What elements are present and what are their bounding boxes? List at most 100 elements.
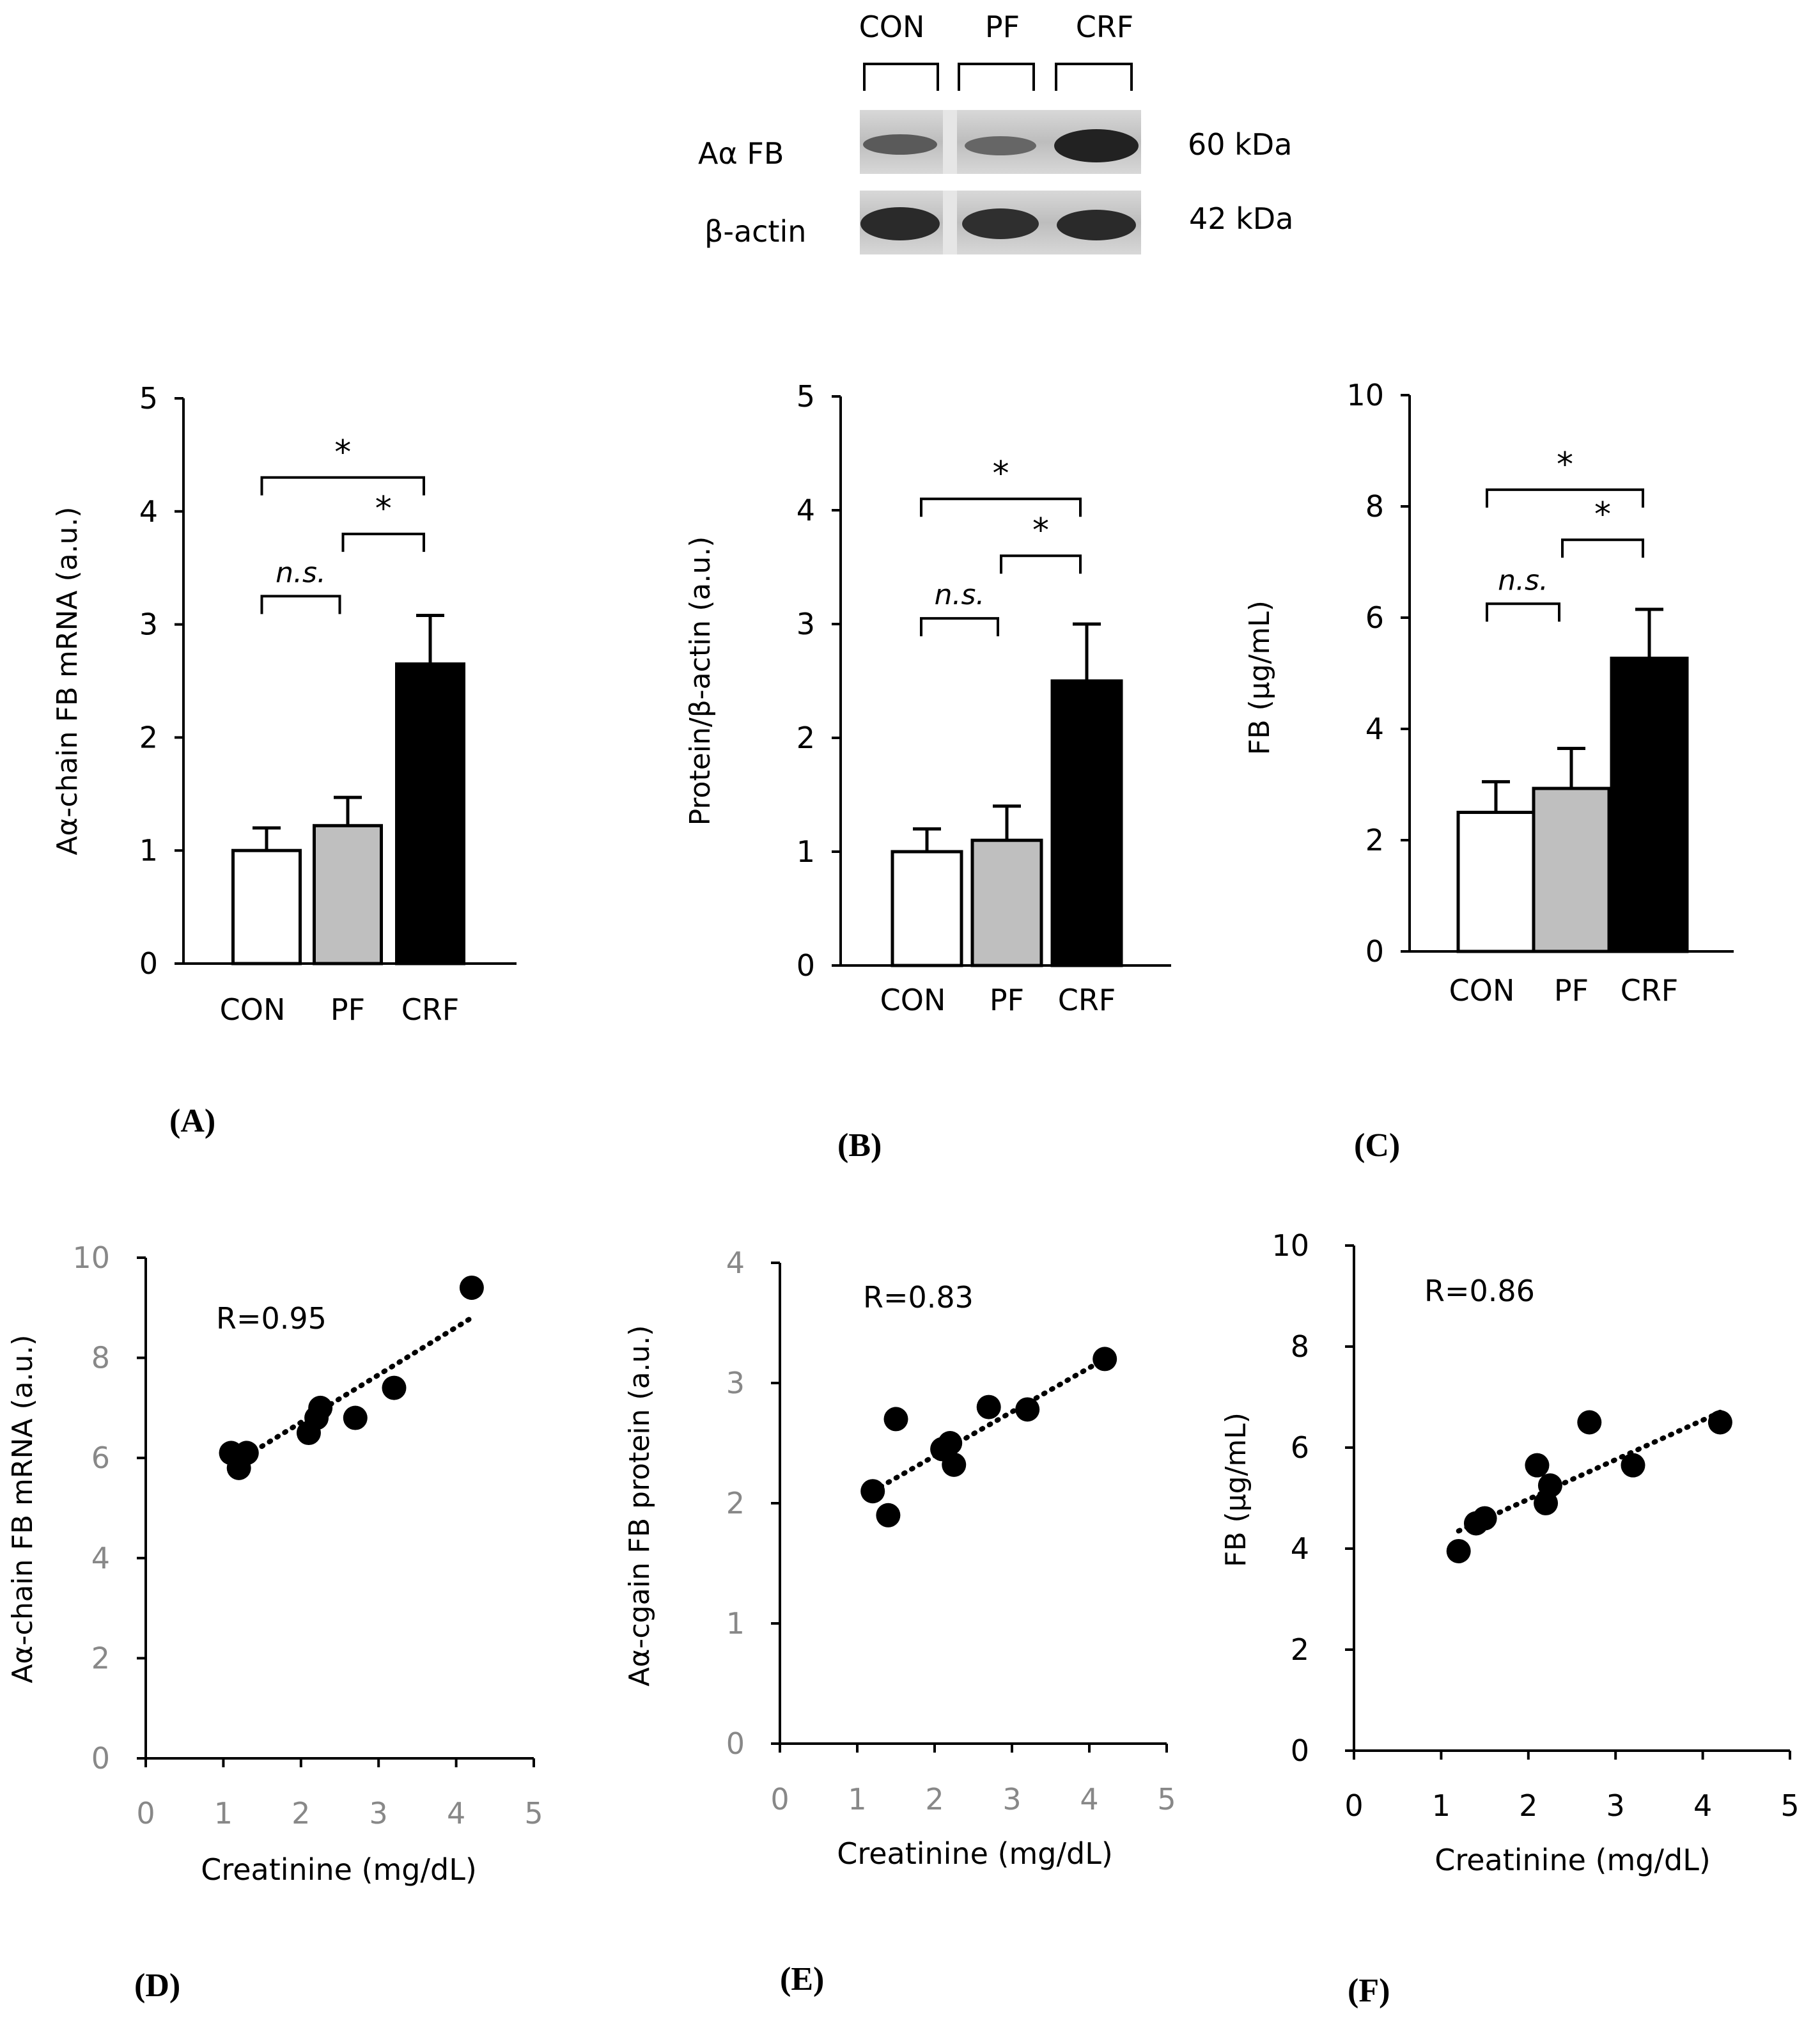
blot-band-fb-crf (1054, 129, 1139, 162)
y-tick-label: 0 (1291, 1733, 1309, 1768)
blot-row-label-fb: Aα FB (698, 136, 784, 171)
correlation-label: R=0.86 (1424, 1274, 1535, 1308)
data-point (1707, 1410, 1732, 1435)
x-tick-label: 2 (925, 1782, 944, 1817)
x-axis-label: Creatinine (mg/dL) (837, 1836, 1113, 1871)
blot-gap (943, 191, 957, 254)
panel-b: 0 1 2 3 4 5 Protein/β-actin (a.u.) CON PF CRF n.s.… (684, 379, 1171, 1164)
y-tick-label: 1 (139, 833, 158, 868)
y-axis-label: FB (µg/mL) (1243, 600, 1276, 755)
x-tick-label: 0 (136, 1796, 155, 1831)
y-axis-label: Aα-chain FB mRNA (a.u.) (51, 506, 84, 855)
y-tick-label: 1 (726, 1606, 745, 1641)
panel-label-c: (C) (1354, 1127, 1400, 1164)
data-point (1446, 1538, 1471, 1563)
y-tick-label: 8 (1291, 1329, 1309, 1364)
x-tick-label: 3 (369, 1796, 388, 1831)
y-tick-label: 0 (726, 1726, 745, 1761)
data-point (938, 1431, 963, 1455)
trendline (1456, 1409, 1723, 1534)
blot-band-actin-pf (962, 208, 1039, 239)
y-tick-label: 6 (1365, 600, 1384, 635)
x-tick-label: 1 (848, 1782, 866, 1817)
data-point (1577, 1410, 1602, 1435)
blot-lane-label-con: CON (859, 10, 925, 44)
y-axis-label: Aα-chain FB mRNA (a.u.) (6, 1334, 39, 1683)
y-axis-label: Protein/β-actin (a.u.) (684, 536, 717, 826)
panel-label-f: (F) (1348, 1973, 1390, 2009)
significance-bracket (1486, 602, 1560, 622)
data-point (382, 1375, 407, 1400)
significance-bracket (1486, 488, 1644, 508)
data-point (942, 1452, 967, 1477)
x-category-label: PF (990, 983, 1024, 1017)
data-point (1621, 1453, 1645, 1478)
trendline (870, 1356, 1108, 1494)
y-tick-label: 6 (1291, 1430, 1309, 1465)
data-point (308, 1395, 333, 1420)
y-tick-label: 1 (797, 834, 815, 869)
scatter-chart-e: 0 1 2 3 4 0 1 2 3 4 5 Creatinine (mg/dL) Aα-cgain FB… (623, 1246, 1176, 1871)
scatter-chart-d: 0 2 4 6 8 10 0 1 2 3 4 5 Creatinine (mg/dL) Aα-chain … (6, 1240, 543, 1887)
bar-chart-a: 0 1 2 3 4 5 Aα-chain FB mRNA (a.u.) CON PF CRF n.s… (51, 381, 517, 1027)
y-tick-label: 5 (139, 381, 158, 416)
bar-pf (313, 824, 383, 965)
bar-chart-c: 0 2 4 6 8 10 FB (µg/mL) CON PF CRF n.s. * * (1243, 378, 1734, 1008)
x-tick-label: 1 (214, 1796, 233, 1831)
y-tick-label: 6 (91, 1441, 110, 1475)
data-point (459, 1275, 484, 1300)
significance-bracket (920, 497, 1082, 517)
data-point (1537, 1473, 1562, 1498)
significance-label-star: * (1032, 512, 1049, 550)
panel-label-a: (A) (169, 1103, 215, 1139)
significance-label-ns: n.s. (1498, 564, 1548, 597)
significance-bracket (260, 476, 425, 496)
y-tick-label: 8 (91, 1341, 110, 1375)
x-category-label: PF (1554, 973, 1589, 1008)
x-tick-label: 4 (447, 1796, 465, 1831)
y-tick-label: 0 (1365, 934, 1384, 969)
panel-d: 0 2 4 6 8 10 0 1 2 3 4 5 Creatinine (mg/dL) Aα-chain … (6, 1240, 543, 2004)
y-tick-label: 4 (91, 1541, 110, 1575)
significance-label-star: * (993, 455, 1009, 493)
significance-bracket (1000, 554, 1082, 574)
x-tick-label: 4 (1693, 1788, 1712, 1823)
bar-pf (1532, 786, 1611, 953)
y-tick-label: 3 (726, 1366, 745, 1400)
panel-f: 0 2 4 6 8 10 0 1 2 3 4 5 Creatinine (mg/dL) FB (µg/mL… (1220, 1228, 1800, 2009)
y-tick-label: 10 (1346, 378, 1384, 412)
y-tick-label: 4 (726, 1246, 745, 1280)
significance-label-star: * (1594, 496, 1611, 534)
x-tick-label: 0 (1344, 1788, 1363, 1823)
blot-row-size-actin: 42 kDa (1189, 201, 1293, 236)
data-point (234, 1441, 259, 1465)
y-tick-label: 4 (1291, 1531, 1309, 1566)
data-point (343, 1405, 368, 1430)
bar-con (231, 848, 302, 965)
x-axis-label: Creatinine (mg/dL) (1435, 1843, 1711, 1877)
x-tick-label: 3 (1606, 1788, 1625, 1823)
y-tick-label: 8 (1365, 489, 1384, 524)
y-tick-label: 3 (139, 607, 158, 642)
data-point (876, 1503, 901, 1528)
y-tick-label: 10 (1272, 1228, 1309, 1263)
blot-lane-bracket-crf (1055, 63, 1133, 91)
significance-label-star: * (1557, 446, 1573, 484)
significance-label-star: * (375, 490, 392, 528)
blot-band-actin-crf (1057, 210, 1136, 240)
x-tick-label: 5 (1157, 1782, 1176, 1817)
x-tick-label: 3 (1002, 1782, 1021, 1817)
x-category-label: CON (880, 983, 946, 1017)
y-tick-label: 5 (797, 379, 815, 414)
blot-row-size-fb: 60 kDa (1188, 127, 1292, 162)
significance-bracket (920, 617, 999, 637)
significance-label-ns: n.s. (935, 579, 985, 611)
significance-label-star: * (334, 434, 351, 472)
bar-chart-b: 0 1 2 3 4 5 Protein/β-actin (a.u.) CON PF CRF n.s.… (684, 379, 1171, 1017)
x-axis-label: Creatinine (mg/dL) (201, 1852, 477, 1887)
blot-row-label-actin: β-actin (704, 214, 806, 249)
y-tick-label: 2 (91, 1641, 110, 1675)
blot-band-fb-pf (965, 136, 1036, 155)
bar-con (891, 850, 963, 967)
